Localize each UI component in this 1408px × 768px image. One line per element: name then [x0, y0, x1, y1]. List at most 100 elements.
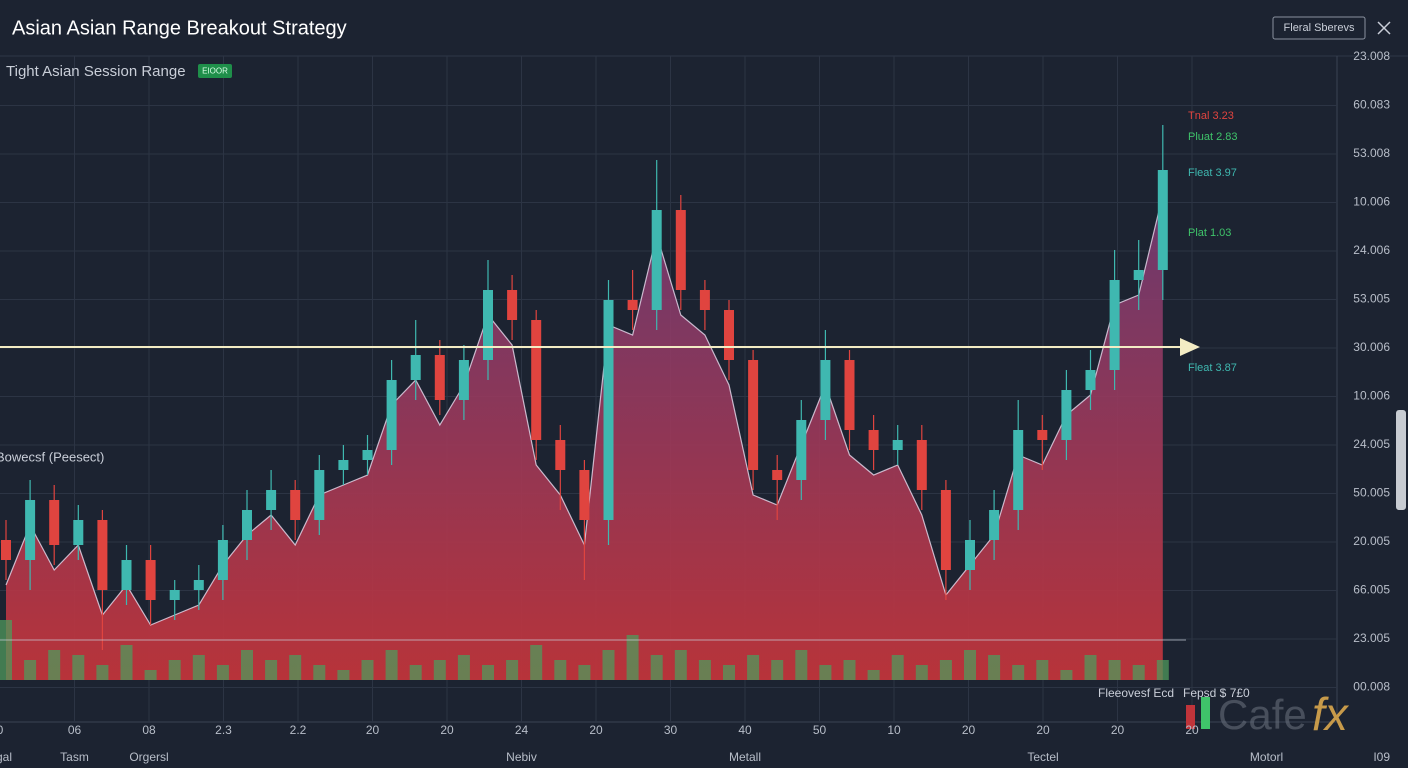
candle-body — [290, 490, 301, 520]
volume-bar — [289, 655, 302, 680]
volume-bar — [988, 655, 1001, 680]
annotation: Tnal 3.23 — [1188, 110, 1234, 122]
volume-bar — [433, 660, 446, 680]
y-axis-label: 23.008 — [1353, 49, 1390, 63]
volume-bar — [457, 655, 470, 680]
y-axis-label: 53.008 — [1353, 146, 1390, 160]
candle-body — [1085, 370, 1096, 390]
candle-body — [1, 540, 11, 560]
y-axis-label: 30.006 — [1353, 340, 1390, 354]
volume-bar — [72, 655, 85, 680]
volume-bar — [1132, 665, 1145, 680]
price-area — [6, 195, 1163, 680]
x-axis-label: 06 — [68, 723, 82, 737]
annotation: Fleat 3.97 — [1188, 167, 1237, 179]
candle-body — [242, 510, 252, 540]
badge — [198, 64, 232, 78]
volume-layer — [0, 620, 1169, 680]
volume-bar — [1036, 660, 1049, 680]
candle-body — [699, 290, 710, 310]
candle-body — [386, 380, 397, 450]
volume-bar — [96, 665, 109, 680]
button[interactable] — [1272, 16, 1366, 40]
x-axis-label: 20 — [440, 723, 454, 737]
volume-bar — [241, 650, 253, 680]
candle-body — [507, 290, 518, 320]
x-axis-label: 10 — [887, 723, 901, 737]
candle-body — [603, 300, 614, 520]
candle-body — [627, 300, 638, 310]
watermark: Cafe — [1218, 691, 1307, 738]
candle-body — [531, 320, 542, 440]
candle-body — [675, 210, 686, 290]
candle-body — [1133, 270, 1144, 280]
candle-body — [145, 560, 156, 600]
volume-bar — [771, 660, 784, 680]
x-axis-sublabel: Metall — [729, 750, 761, 764]
volume-bar — [795, 650, 808, 680]
candle-body — [169, 590, 180, 600]
candle-body — [410, 355, 421, 380]
volume-bar — [216, 665, 229, 680]
candle-body — [772, 470, 783, 480]
y-axis-label: 60.083 — [1353, 98, 1390, 112]
candle-body — [1037, 430, 1048, 440]
y-axis-label: 24.006 — [1353, 243, 1390, 257]
volume-bar — [48, 650, 61, 680]
candle-body — [892, 440, 903, 450]
title: Asian Asian Range Breakout Strategy — [12, 17, 347, 39]
candle-body — [820, 360, 831, 420]
volume-bar — [337, 670, 350, 680]
volume-bar — [1060, 670, 1073, 680]
candle-body — [555, 440, 566, 470]
x-axis-label: 30 — [664, 723, 678, 737]
x-axis-label: 20 — [962, 723, 976, 737]
close-icon[interactable] — [1377, 21, 1391, 35]
candle-body — [193, 580, 204, 590]
volume-bar — [915, 665, 928, 680]
candle-body — [338, 460, 349, 470]
candle-body — [965, 540, 975, 570]
volume-bar — [843, 660, 856, 680]
candle-body — [796, 420, 807, 480]
overlay: Tnal 3.23 Pluat 2.83 Fleat 3.97 Plat 1.03 Fl… — [0, 110, 1238, 641]
x-axis-label: 40 — [738, 723, 752, 737]
footer-left: Fleeovesf Ecd — [1098, 686, 1174, 700]
candle-body — [1109, 280, 1120, 370]
x-axis-sublabel: Tectel — [1027, 750, 1058, 764]
volume-bar — [650, 655, 663, 680]
candle-body — [458, 360, 469, 400]
watermark-accent: fx — [1312, 688, 1350, 740]
volume-bar — [0, 620, 12, 680]
volume-bar — [506, 660, 519, 680]
x-axis-label: 20 — [1036, 723, 1050, 737]
volume-bar — [482, 665, 494, 680]
candle-body — [748, 360, 759, 470]
volume-bar — [192, 655, 205, 680]
scrollbar[interactable] — [1396, 410, 1406, 510]
x-axis-label: 2.2 — [290, 723, 307, 737]
candle-body — [314, 470, 325, 520]
badge-label: EIOOR — [202, 67, 228, 76]
candle-body — [73, 520, 84, 545]
volume-bar — [578, 665, 591, 680]
candles — [1, 125, 1168, 650]
y-axis-label: 50.005 — [1353, 486, 1390, 500]
x-axis-sublabel: Tasm — [60, 750, 89, 764]
volume-bar — [530, 645, 543, 680]
annotation: Fleat 3.87 — [1188, 362, 1237, 374]
volume-bar — [747, 655, 760, 680]
x-axis-sublabel: I09 — [1373, 750, 1390, 764]
candle-body — [97, 520, 108, 590]
y-axis-label: 23.005 — [1353, 631, 1390, 645]
y-axis-label: 00.008 — [1353, 680, 1390, 694]
volume-bar — [819, 665, 832, 680]
x-axis-label: 2.3 — [215, 723, 232, 737]
volume-bar — [385, 650, 398, 680]
button-label[interactable]: Fleral Sberevs — [1284, 22, 1355, 34]
volume-bar — [1156, 660, 1169, 680]
volume-bar — [602, 650, 615, 680]
y-axis-label: 24.005 — [1353, 437, 1390, 451]
volume-bar — [120, 645, 133, 680]
volume-bar — [1084, 655, 1097, 680]
